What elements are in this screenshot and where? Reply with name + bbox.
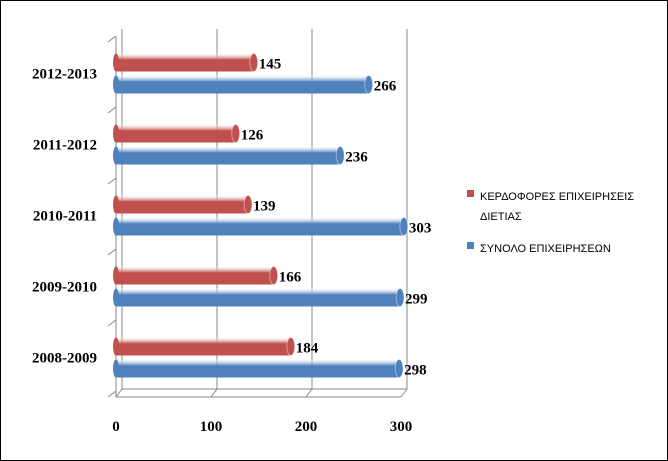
bar: [113, 217, 409, 236]
bar-body: [116, 53, 254, 72]
bar-cap: [286, 337, 296, 356]
bar-body: [116, 288, 401, 307]
bar: [113, 337, 296, 356]
bar-cap: [249, 53, 259, 72]
bar-cap: [394, 359, 404, 378]
bar-base: [113, 266, 119, 285]
tick-mark: [115, 388, 123, 398]
data-label: 298: [404, 363, 427, 379]
bar: [113, 266, 279, 285]
bar-base: [113, 146, 119, 165]
legend-label: ΣΥΝΟΛΟ ΕΠΙΧΕΙΡΗΣΕΩΝ: [480, 243, 611, 255]
bar-base: [113, 75, 119, 94]
tick-mark: [107, 390, 117, 398]
bar-cap: [231, 124, 241, 143]
data-label: 166: [279, 270, 302, 286]
bar: [113, 53, 259, 72]
bar-body: [116, 217, 404, 236]
data-label: 139: [253, 199, 275, 215]
bar: [113, 124, 241, 143]
tick-mark: [107, 35, 117, 43]
bar-cap: [243, 195, 253, 214]
bar-body: [116, 266, 274, 285]
data-label: 145: [259, 57, 282, 73]
bar-cap: [399, 217, 409, 236]
legend-item: ΣΥΝΟΛΟ ΕΠΙΧΕΙΡΗΣΕΩΝ: [467, 239, 657, 259]
bar-base: [113, 195, 119, 214]
legend-swatch: [467, 242, 474, 249]
x-tick-label: 100: [200, 419, 223, 435]
legend-item: ΚΕΡΔΟΦΟΡΕΣ ΕΠΙΧΕΙΡΗΣΕΙΣ ΔΙΕΤΙΑΣ: [467, 187, 657, 227]
legend: ΚΕΡΔΟΦΟΡΕΣ ΕΠΙΧΕΙΡΗΣΕΙΣ ΔΙΕΤΙΑΣ ΣΥΝΟΛΟ ΕΠ…: [467, 187, 657, 271]
tick-mark: [400, 388, 408, 398]
y-tick-label: 2010-2011: [33, 209, 97, 225]
data-label: 126: [241, 128, 264, 144]
bar: [113, 288, 405, 307]
data-label: 303: [409, 221, 432, 237]
bar: [113, 75, 374, 94]
bar: [113, 359, 404, 378]
bar-cap: [395, 288, 405, 307]
tick-mark: [107, 177, 117, 185]
x-tick-label: 300: [390, 419, 413, 435]
data-label: 184: [296, 341, 319, 357]
bar-body: [116, 146, 341, 165]
bar: [113, 195, 253, 214]
y-tick-label: 2011-2012: [33, 138, 97, 154]
bar-base: [113, 337, 119, 356]
data-label: 236: [345, 150, 368, 166]
legend-label: ΚΕΡΔΟΦΟΡΕΣ ΕΠΙΧΕΙΡΗΣΕΙΣ ΔΙΕΤΙΑΣ: [480, 191, 635, 223]
x-tick-label: 0: [112, 419, 120, 435]
y-tick-label: 2012-2013: [32, 67, 97, 83]
bar-base: [113, 217, 119, 236]
bar-body: [116, 195, 249, 214]
tick-mark: [107, 106, 117, 114]
bar-base: [113, 124, 119, 143]
bar-cap: [269, 266, 279, 285]
tick-mark: [210, 388, 218, 398]
bar-base: [113, 359, 119, 378]
x-tick-label: 200: [295, 419, 318, 435]
bar-body: [116, 337, 291, 356]
bar: [113, 146, 345, 165]
bar-body: [116, 359, 400, 378]
data-label: 299: [405, 292, 428, 308]
legend-swatch: [467, 190, 474, 197]
bar-cap: [364, 75, 374, 94]
bar-body: [116, 124, 236, 143]
bar-cap: [335, 146, 345, 165]
y-tick-label: 2008-2009: [32, 351, 97, 367]
data-label: 266: [374, 79, 397, 95]
y-tick-label: 2009-2010: [32, 280, 97, 296]
tick-mark: [107, 248, 117, 256]
tick-mark: [305, 388, 313, 398]
bar-base: [113, 288, 119, 307]
tick-mark: [107, 319, 117, 327]
bar-base: [113, 53, 119, 72]
bar-body: [116, 75, 369, 94]
